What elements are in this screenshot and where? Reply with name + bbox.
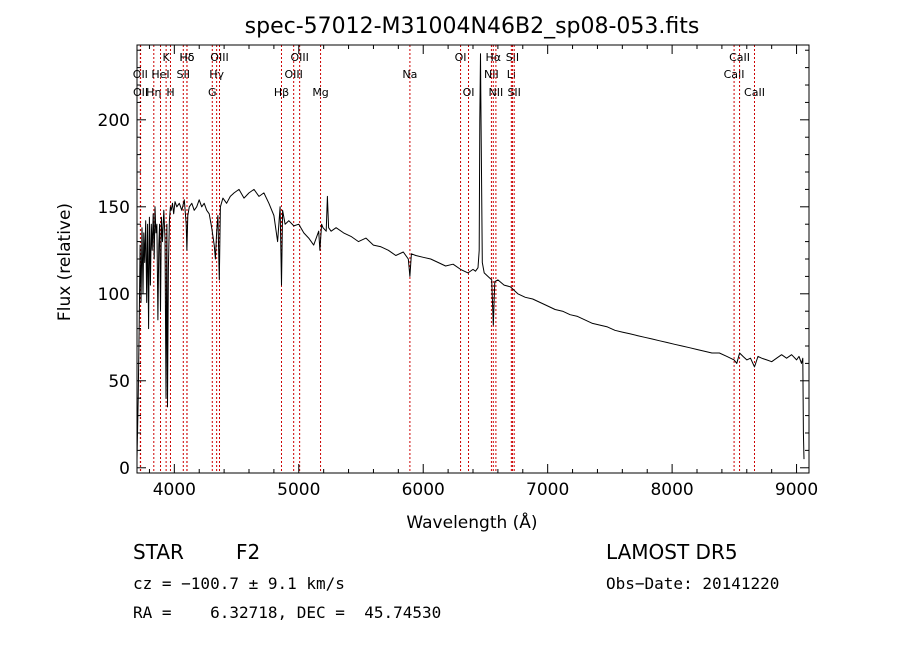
y-tick-label: 50 — [108, 372, 130, 392]
plot-frame — [136, 44, 810, 474]
line-label: K — [163, 51, 171, 64]
line-label: OI — [455, 51, 467, 64]
line-label: Hη — [146, 86, 161, 99]
x-tick-label: 5000 — [277, 480, 320, 500]
x-tick-label: 8000 — [650, 480, 693, 500]
line-label: SII — [507, 86, 520, 99]
chart-title: spec-57012-M31004N46B2_sp08-053.fits — [245, 14, 700, 39]
line-label: Hβ — [274, 86, 289, 99]
line-label: OIII — [290, 51, 308, 64]
line-label: HeI — [151, 68, 169, 81]
line-label: SII — [177, 68, 190, 81]
coordinates: RA = 6.32718, DEC = 45.74530 — [133, 603, 442, 622]
x-tick-label: 6000 — [402, 480, 445, 500]
line-label: Hα — [486, 51, 502, 64]
axes: 4000 5000 6000 7000 8000 9000 0 50 100 150 200 — [98, 45, 818, 500]
line-label: NII — [484, 68, 499, 81]
line-label: OIII — [284, 68, 302, 81]
line-label: SII — [506, 51, 519, 64]
y-tick-label: 150 — [98, 198, 130, 218]
line-label: CaII — [724, 68, 745, 81]
line-label: NII — [489, 86, 504, 99]
line-label: CaII — [744, 86, 765, 99]
redshift-readout: cz = −100.7 ± 9.1 km/s — [133, 574, 345, 593]
y-axis-label: Flux (relative) — [55, 203, 75, 321]
line-label: G — [208, 86, 217, 99]
y-tick-label: 200 — [98, 111, 130, 131]
spectrum-line — [136, 53, 805, 460]
line-label: Hγ — [209, 68, 224, 81]
object-subclass: F2 — [236, 540, 261, 564]
line-label: Mg — [312, 86, 328, 99]
spectrum-series — [136, 53, 805, 460]
line-label: Hδ — [180, 51, 195, 64]
line-markers: HδOIIOIIHηHeIKHSIIHδHγGOIIIHβOIIIOIIIMgN… — [133, 45, 765, 473]
x-tick-label: 7000 — [526, 480, 569, 500]
y-tick-label: 0 — [119, 459, 130, 479]
x-axis-label: Wavelength (Å) — [406, 511, 537, 533]
line-label: OI — [463, 86, 475, 99]
obs-date: Obs−Date: 20141220 — [606, 574, 780, 593]
line-label: Li — [507, 68, 516, 81]
line-label: CaII — [729, 51, 750, 64]
line-label: H — [166, 86, 174, 99]
x-tick-label: 4000 — [153, 480, 196, 500]
y-tick-label: 100 — [98, 285, 130, 305]
object-class: STAR — [133, 540, 184, 564]
line-label: OIII — [210, 51, 228, 64]
line-label: Na — [402, 68, 417, 81]
x-tick-label: 9000 — [775, 480, 818, 500]
survey-name: LAMOST DR5 — [606, 540, 738, 564]
